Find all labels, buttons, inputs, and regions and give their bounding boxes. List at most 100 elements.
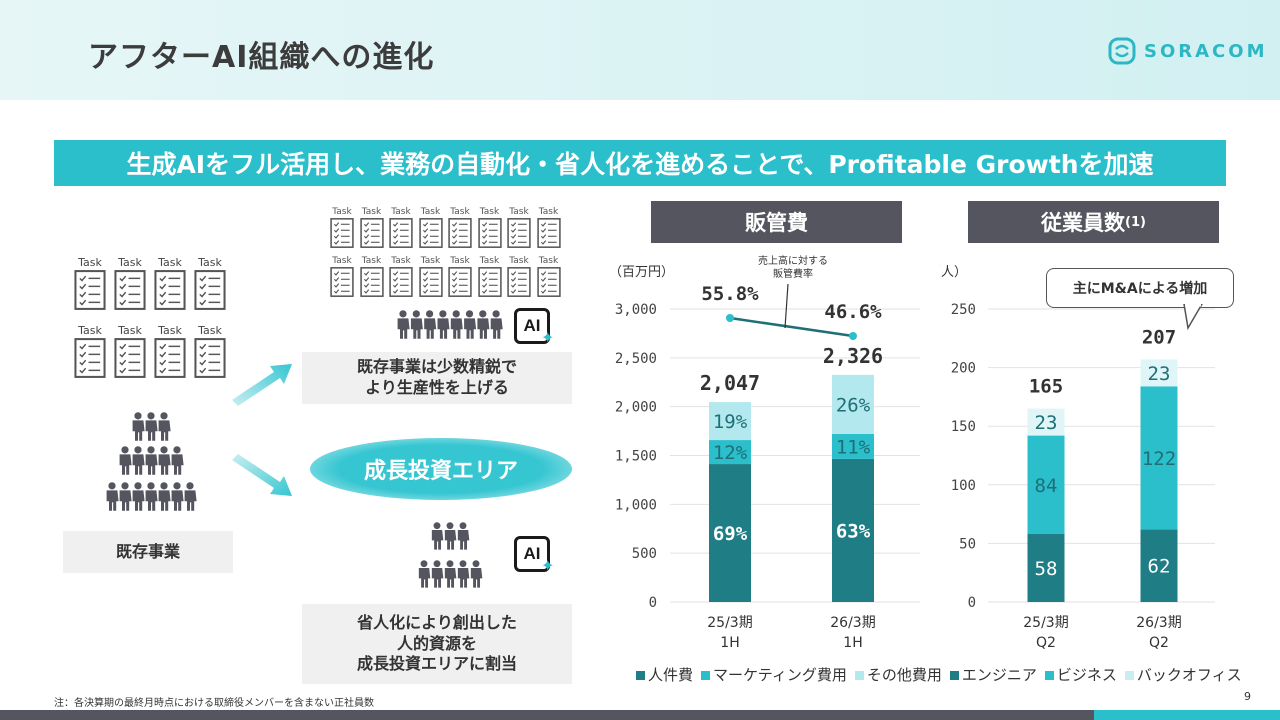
person-icon [431, 568, 444, 588]
task-label: Task [450, 256, 470, 266]
callout-text: 主にM&Aによる増加 [1072, 281, 1208, 297]
headcount-chart-title: 従業員数 [1041, 211, 1126, 235]
person-icon [158, 420, 171, 441]
person-icon [171, 490, 184, 511]
task-label: Task [509, 207, 529, 217]
task-label: Task [391, 207, 411, 217]
person-icon [477, 318, 490, 339]
person-icon [424, 318, 437, 339]
footnote: 注：各決算期の最終月時点における取締役メンバーを含まない正社員数 [54, 698, 374, 709]
task-icon: Task [73, 256, 107, 314]
person-icon [186, 482, 194, 490]
box-top-line2: より生産性を上げる [365, 378, 509, 397]
y-tick-label: 100 [951, 478, 976, 494]
person-icon [410, 318, 423, 339]
person-icon [465, 310, 474, 318]
bar-segment [832, 374, 874, 434]
person-icon [433, 560, 441, 568]
bar-segment [832, 458, 874, 602]
task-label: Task [332, 256, 352, 266]
x-tick-label: 1H [720, 635, 739, 651]
page-number: 9 [1244, 690, 1251, 703]
bar-segment [709, 402, 751, 441]
task-icon: Task [476, 207, 504, 249]
person-icon [397, 318, 410, 339]
bar-data-label: 23 [1035, 412, 1058, 434]
x-tick-label: 25/3期 [1023, 615, 1068, 631]
bar-total-label: 207 [1142, 326, 1176, 348]
person-icon [457, 530, 470, 550]
people-row-icon [397, 310, 503, 339]
soracom-logo: SORACOM [1108, 36, 1267, 66]
person-icon [134, 482, 142, 490]
legend-item: 人件費 [636, 664, 693, 685]
person-icon [145, 420, 158, 441]
task-label: Task [118, 256, 142, 269]
bar-data-label: 58 [1035, 558, 1058, 580]
person-icon [444, 568, 457, 588]
x-tick-label: 26/3期 [830, 615, 875, 631]
bar-total-label: 165 [1029, 376, 1063, 398]
task-icon: Task [535, 256, 563, 298]
ai-badge-top-text: AI [523, 316, 541, 335]
ratio-annotation: 販管費率 [773, 267, 813, 280]
person-icon [426, 310, 434, 318]
person-icon [119, 454, 132, 475]
person-icon [457, 568, 470, 588]
person-icon [446, 560, 454, 568]
task-icon: Task [417, 256, 445, 298]
task-icon: Task [358, 207, 386, 249]
people-pyramid-icon [106, 412, 197, 511]
bar-segment [709, 440, 751, 465]
task-label: Task [332, 207, 352, 217]
ratio-line [729, 316, 854, 338]
task-label: Task [479, 256, 500, 266]
legend-label: バックオフィス [1136, 666, 1242, 684]
bar-segment [709, 464, 751, 602]
logo-text: SORACOM [1144, 40, 1268, 62]
person-icon [444, 530, 457, 550]
x-tick-label: Q2 [1036, 635, 1056, 651]
bar-data-label: 84 [1035, 475, 1058, 497]
task-label: Task [198, 324, 222, 337]
person-icon [412, 310, 420, 318]
person-icon [158, 490, 171, 511]
task-icon: Task [328, 207, 356, 249]
growth-area-text: 成長投資エリア [363, 459, 518, 484]
person-icon [121, 482, 129, 490]
footer-bar [0, 710, 1280, 720]
sparkle-icon: ✦ [541, 328, 555, 347]
headcount-title-sup: (1) [1125, 214, 1146, 230]
y-tick-label: 2,500 [615, 351, 657, 367]
task-label: Task [420, 256, 441, 266]
person-icon [160, 482, 168, 490]
y-tick-label: 250 [951, 302, 976, 318]
ai-badge-bottom: AI [514, 536, 550, 572]
person-icon [184, 490, 197, 511]
person-icon [439, 310, 447, 318]
legend-label: その他費用 [866, 666, 942, 684]
bar-data-label: 62 [1148, 556, 1171, 578]
ai-badge-top: AI [514, 308, 550, 344]
legend-item: エンジニア [949, 664, 1037, 685]
person-icon [472, 560, 480, 568]
existing-business-label: 既存事業 [63, 531, 233, 573]
legend-item: マーケティング費用 [701, 664, 847, 685]
task-icon: Task [505, 256, 533, 298]
task-label: Task [158, 324, 182, 337]
x-tick-label: 25/3期 [707, 615, 752, 631]
legend-label: 人件費 [648, 666, 694, 684]
person-icon [108, 482, 116, 490]
person-icon [132, 420, 145, 441]
person-icon [173, 482, 181, 490]
bar-data-label: 19% [713, 411, 748, 433]
person-icon [106, 490, 119, 511]
growth-investment-area: 成長投資エリア [310, 438, 572, 500]
y-tick-label: 1,500 [615, 449, 657, 465]
task-icon: Task [113, 256, 147, 314]
legend-swatch [701, 671, 711, 680]
person-icon [464, 318, 477, 339]
task-label: Task [479, 207, 500, 217]
bar-data-label: 11% [836, 436, 871, 458]
sga-chart-title: 販管費 [745, 211, 808, 235]
